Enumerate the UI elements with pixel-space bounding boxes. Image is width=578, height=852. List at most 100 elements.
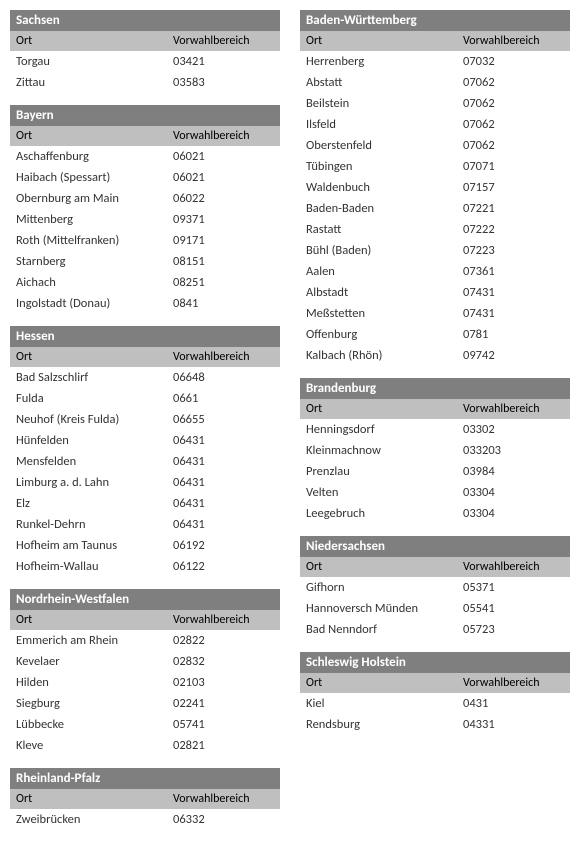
cell-ort: Limburg a. d. Lahn: [10, 472, 167, 493]
cell-ort: Ingolstadt (Donau): [10, 293, 167, 314]
header-vorwahl: Vorwahlbereich: [167, 126, 280, 146]
cell-vorwahl: 0781: [457, 324, 570, 345]
cell-vorwahl: 08251: [167, 272, 280, 293]
cell-ort: Henningsdorf: [300, 419, 457, 440]
cell-vorwahl: 07361: [457, 261, 570, 282]
table-row: Prenzlau03984: [300, 461, 570, 482]
cell-vorwahl: 05723: [457, 619, 570, 640]
header-vorwahl: Vorwahlbereich: [167, 347, 280, 367]
cell-vorwahl: 05541: [457, 598, 570, 619]
cell-ort: Runkel-Dehrn: [10, 514, 167, 535]
cell-ort: Ilsfeld: [300, 114, 457, 135]
cell-vorwahl: 06431: [167, 514, 280, 535]
header-ort: Ort: [10, 31, 167, 51]
region-title: Bayern: [10, 105, 280, 126]
cell-ort: Rastatt: [300, 219, 457, 240]
cell-ort: Torgau: [10, 51, 167, 72]
cell-ort: Neuhof (Kreis Fulda): [10, 409, 167, 430]
cell-ort: Aschaffenburg: [10, 146, 167, 167]
cell-ort: Offenburg: [300, 324, 457, 345]
cell-ort: Bühl (Baden): [300, 240, 457, 261]
cell-vorwahl: 03421: [167, 51, 280, 72]
table-row: Ingolstadt (Donau)0841: [10, 293, 280, 314]
cell-ort: Hilden: [10, 672, 167, 693]
table-row: Lübbecke05741: [10, 714, 280, 735]
region-group: BayernOrtVorwahlbereichAschaffenburg0602…: [10, 105, 280, 314]
header-vorwahl: Vorwahlbereich: [167, 789, 280, 809]
header-vorwahl: Vorwahlbereich: [167, 31, 280, 51]
header-vorwahl: Vorwahlbereich: [457, 31, 570, 51]
table-row: Kleve02821: [10, 735, 280, 756]
table-row: Offenburg0781: [300, 324, 570, 345]
cell-ort: Haibach (Spessart): [10, 167, 167, 188]
table-row: Rendsburg04331: [300, 714, 570, 735]
cell-vorwahl: 07223: [457, 240, 570, 261]
cell-ort: Prenzlau: [300, 461, 457, 482]
cell-vorwahl: 09171: [167, 230, 280, 251]
cell-ort: Emmerich am Rhein: [10, 630, 167, 651]
cell-ort: Aalen: [300, 261, 457, 282]
cell-vorwahl: 05741: [167, 714, 280, 735]
cell-vorwahl: 0431: [457, 693, 570, 714]
cell-vorwahl: 07071: [457, 156, 570, 177]
table-row: Aalen07361: [300, 261, 570, 282]
cell-vorwahl: 0841: [167, 293, 280, 314]
cell-ort: Rendsburg: [300, 714, 457, 735]
cell-ort: Gifhorn: [300, 577, 457, 598]
table-row: Mittenberg09371: [10, 209, 280, 230]
table-row: Hilden02103: [10, 672, 280, 693]
table-row: Ilsfeld07062: [300, 114, 570, 135]
cell-ort: Bad Nenndorf: [300, 619, 457, 640]
column-right: Baden-WürttembergOrtVorwahlbereichHerren…: [300, 10, 570, 842]
table-header: OrtVorwahlbereich: [10, 610, 280, 630]
cell-vorwahl: 06021: [167, 167, 280, 188]
cell-ort: Hofheim am Taunus: [10, 535, 167, 556]
table-row: Herrenberg07032: [300, 51, 570, 72]
cell-vorwahl: 09371: [167, 209, 280, 230]
region-group: Baden-WürttembergOrtVorwahlbereichHerren…: [300, 10, 570, 366]
region-title: Niedersachsen: [300, 536, 570, 557]
cell-ort: Mittenberg: [10, 209, 167, 230]
cell-vorwahl: 08151: [167, 251, 280, 272]
cell-vorwahl: 04331: [457, 714, 570, 735]
cell-vorwahl: 07032: [457, 51, 570, 72]
cell-ort: Leegebruch: [300, 503, 457, 524]
table-row: Oberstenfeld07062: [300, 135, 570, 156]
cell-ort: Waldenbuch: [300, 177, 457, 198]
cell-vorwahl: 06431: [167, 493, 280, 514]
table-row: Zittau03583: [10, 72, 280, 93]
region-title: Baden-Württemberg: [300, 10, 570, 31]
cell-ort: Aichach: [10, 272, 167, 293]
cell-ort: Zweibrücken: [10, 809, 167, 830]
table-row: Kevelaer02832: [10, 651, 280, 672]
tables-container: SachsenOrtVorwahlbereichTorgau03421Zitta…: [10, 10, 570, 842]
cell-ort: Mensfelden: [10, 451, 167, 472]
column-left: SachsenOrtVorwahlbereichTorgau03421Zitta…: [10, 10, 280, 842]
cell-vorwahl: 07062: [457, 114, 570, 135]
cell-ort: Baden-Baden: [300, 198, 457, 219]
table-row: Torgau03421: [10, 51, 280, 72]
table-row: Beilstein07062: [300, 93, 570, 114]
cell-vorwahl: 07062: [457, 72, 570, 93]
table-row: Bühl (Baden)07223: [300, 240, 570, 261]
table-row: Runkel-Dehrn06431: [10, 514, 280, 535]
table-header: OrtVorwahlbereich: [300, 31, 570, 51]
table-row: Emmerich am Rhein02822: [10, 630, 280, 651]
table-row: Hannoversch Münden05541: [300, 598, 570, 619]
cell-vorwahl: 05371: [457, 577, 570, 598]
cell-ort: Herrenberg: [300, 51, 457, 72]
table-row: Tübingen07071: [300, 156, 570, 177]
cell-vorwahl: 0661: [167, 388, 280, 409]
header-ort: Ort: [10, 610, 167, 630]
cell-ort: Siegburg: [10, 693, 167, 714]
table-row: Aschaffenburg06021: [10, 146, 280, 167]
cell-ort: Meßstetten: [300, 303, 457, 324]
cell-ort: Obernburg am Main: [10, 188, 167, 209]
region-group: NiedersachsenOrtVorwahlbereichGifhorn053…: [300, 536, 570, 640]
table-row: Zweibrücken06332: [10, 809, 280, 830]
cell-vorwahl: 06332: [167, 809, 280, 830]
region-group: Rheinland-PfalzOrtVorwahlbereichZweibrüc…: [10, 768, 280, 830]
table-row: Mensfelden06431: [10, 451, 280, 472]
cell-vorwahl: 07157: [457, 177, 570, 198]
table-row: Abstatt07062: [300, 72, 570, 93]
